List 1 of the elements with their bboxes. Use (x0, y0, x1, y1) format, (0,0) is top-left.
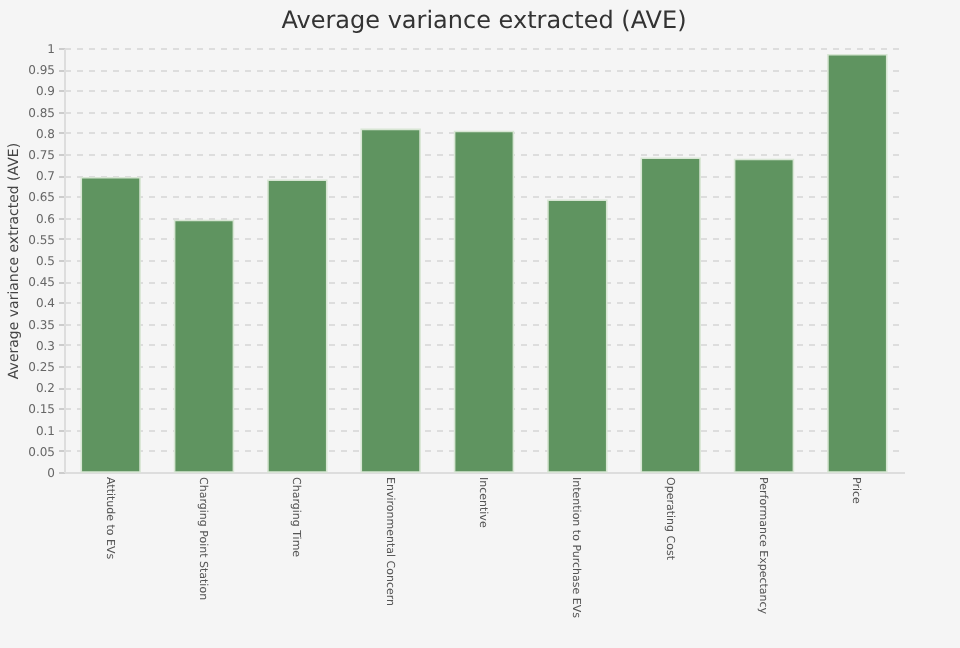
chart-title: Average variance extracted (AVE) (281, 6, 687, 34)
